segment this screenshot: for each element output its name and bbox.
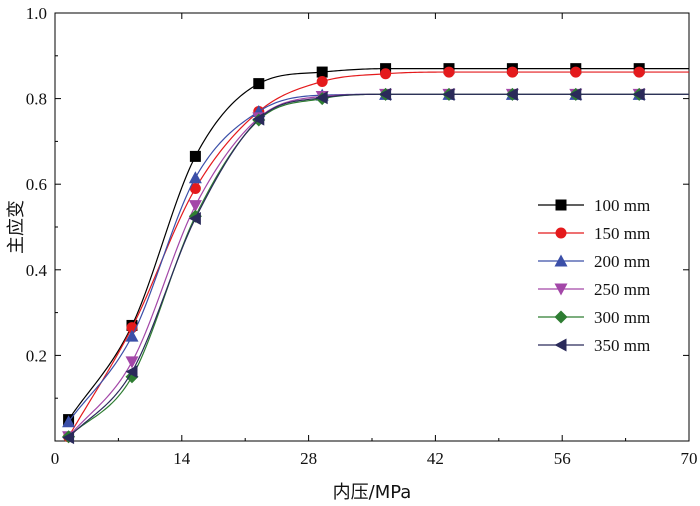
data-point: [125, 365, 138, 379]
data-point: [505, 87, 518, 101]
legend-label: 200 mm: [594, 252, 650, 271]
legend-item: 100 mm: [538, 196, 650, 215]
legend-marker: [554, 254, 568, 267]
x-tick-label: 28: [300, 449, 317, 468]
series-0: [63, 63, 689, 426]
data-point: [252, 112, 265, 126]
x-tick-label: 0: [51, 449, 60, 468]
legend-marker: [554, 310, 568, 324]
x-tick-label: 56: [554, 449, 571, 468]
legend-item: 350 mm: [538, 336, 650, 355]
series-line: [68, 68, 689, 420]
data-point: [569, 87, 582, 101]
data-point: [380, 68, 392, 80]
x-axis-title: 内压/MPa: [333, 482, 412, 503]
data-point: [189, 182, 201, 194]
legend-item: 300 mm: [538, 308, 650, 327]
legend: 100 mm 150 mm 200 mm 250 mm 300 mm 350 mm: [538, 196, 650, 355]
legend-marker: [555, 227, 567, 239]
legend-marker: [554, 283, 568, 296]
data-point: [188, 211, 201, 225]
series-5: [62, 87, 689, 445]
series-line: [68, 71, 689, 438]
data-point: [62, 415, 76, 428]
data-point: [316, 66, 328, 78]
x-tick-label: 42: [427, 449, 444, 468]
legend-label: 100 mm: [594, 196, 650, 215]
legend-marker: [555, 199, 567, 211]
y-tick-label: 0.4: [26, 261, 48, 280]
series-line: [68, 93, 689, 439]
data-point: [632, 87, 645, 101]
data-point: [570, 66, 582, 78]
legend-item: 250 mm: [538, 280, 650, 299]
y-tick-label: 0.2: [26, 346, 47, 365]
legend-label: 300 mm: [594, 308, 650, 327]
data-point: [633, 66, 645, 78]
y-tick-label: 0.8: [26, 90, 47, 109]
data-point: [315, 91, 328, 105]
data-point: [125, 329, 139, 342]
data-point: [506, 66, 518, 78]
y-axis-title: 主应变: [6, 200, 27, 254]
data-point: [443, 66, 455, 78]
data-point: [125, 356, 139, 369]
y-tick-label: 0.6: [26, 175, 47, 194]
data-point: [189, 150, 201, 162]
data-point: [188, 171, 202, 184]
data-point: [253, 78, 265, 90]
legend-item: 200 mm: [538, 252, 650, 271]
data-point: [62, 431, 75, 445]
data-point: [442, 87, 455, 101]
x-tick-label: 14: [173, 449, 191, 468]
legend-label: 250 mm: [594, 280, 650, 299]
series-layer: [62, 63, 689, 445]
y-tick-label: 1.0: [26, 4, 47, 23]
data-point: [316, 75, 328, 87]
data-point: [188, 200, 202, 213]
legend-marker: [554, 338, 567, 352]
axes: 0 14 28 42 56 70 0.2 0.4 0.6 0.8 1.0: [26, 4, 698, 468]
legend-label: 350 mm: [594, 336, 650, 355]
legend-label: 150 mm: [594, 224, 650, 243]
x-tick-label: 70: [681, 449, 698, 468]
legend-item: 150 mm: [538, 224, 650, 243]
data-point: [379, 87, 392, 101]
